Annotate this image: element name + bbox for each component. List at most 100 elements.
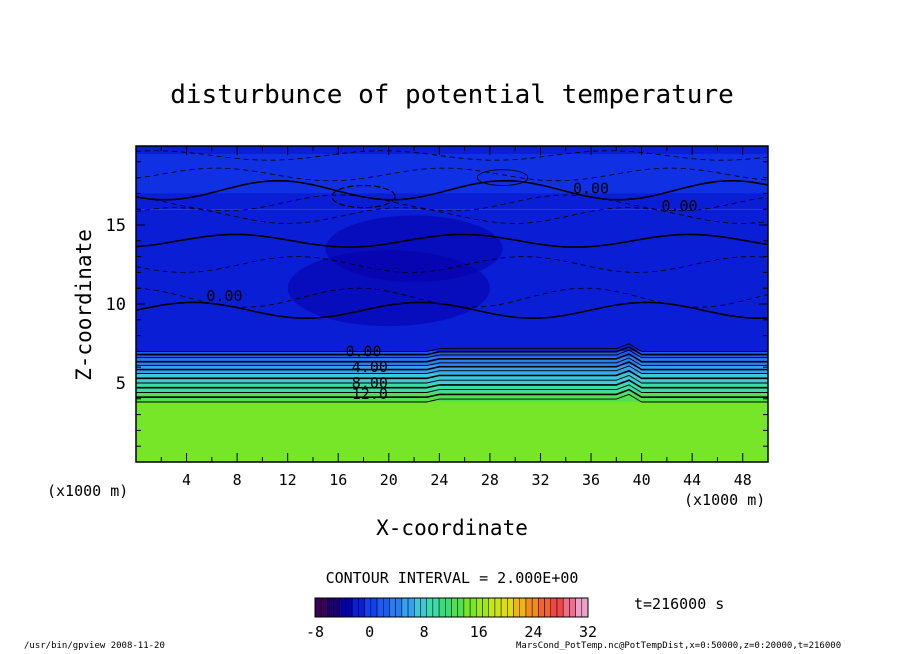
heatmap-layer — [136, 401, 768, 462]
contour-line — [136, 256, 768, 273]
chart-title: disturbunce of potential temperature — [170, 80, 734, 110]
colorbar-cell — [383, 597, 390, 618]
heatmap-region — [136, 153, 768, 194]
colorbar-cell — [581, 597, 589, 618]
colorbar-cell — [457, 597, 465, 618]
y-tick-label: 15 — [106, 216, 126, 236]
contour-line — [136, 207, 768, 224]
colorbar-cell — [519, 597, 527, 618]
colorbar-cell — [320, 597, 328, 618]
colorbar-cell — [569, 597, 576, 618]
contour-line — [136, 379, 768, 389]
colorbar-tick-label: 32 — [579, 623, 597, 641]
contour-line — [476, 169, 529, 186]
y-tick-label: 10 — [106, 295, 126, 315]
contour-line — [136, 374, 768, 384]
heatmap-layer — [136, 357, 768, 366]
x-axis: 4 8 12 16 20 24 28 32 36 40 44 48 — [135, 146, 769, 489]
contour-line — [331, 184, 396, 209]
x-tick-label: 4 — [182, 471, 191, 489]
x-tick-label: 36 — [582, 471, 600, 489]
contour-interval-text: CONTOUR INTERVAL = 2.000E+00 — [326, 569, 579, 587]
contour-line — [136, 369, 768, 380]
contour-line — [136, 361, 768, 371]
colorbar-cell — [426, 597, 434, 618]
contour-line — [136, 365, 768, 374]
colorbar-cell — [451, 597, 458, 618]
x-axis-label: X-coordinate — [376, 516, 528, 540]
colorbar-cell — [538, 597, 545, 618]
plot-area — [136, 146, 768, 462]
contour-label: 0.00 — [206, 287, 242, 305]
contour-label: 0.00 — [661, 197, 697, 215]
heatmap-layer — [136, 392, 768, 402]
colorbar-frame — [314, 597, 589, 618]
colorbar-cell — [476, 597, 483, 618]
contour-line — [136, 301, 768, 320]
colorbar-tick-label: 24 — [524, 623, 542, 641]
contour-label: 4.00 — [352, 358, 388, 376]
footer-right: MarsCond_PotTemp.nc@PotTempDist,x=0:5000… — [516, 641, 842, 651]
contour-line — [136, 384, 768, 393]
contour-label: 0.00 — [345, 342, 381, 360]
colorbar-cell — [376, 597, 384, 618]
colorbar-cell — [531, 597, 539, 618]
x-unit-right: (x1000 m) — [684, 491, 765, 509]
colorbar-cell — [351, 597, 359, 618]
y-axis: 5 10 15 — [106, 161, 768, 447]
contour-line — [136, 194, 768, 212]
contour-line — [136, 393, 768, 403]
colorbar-cell — [544, 597, 552, 618]
x-tick-label: 48 — [734, 471, 752, 489]
colorbar-cell — [314, 597, 322, 618]
contour-line — [136, 346, 768, 356]
colorbar-cell — [500, 597, 508, 618]
colorbar-cell — [407, 597, 415, 618]
colorbar — [314, 597, 589, 618]
contour-line — [136, 343, 768, 352]
colorbar-cell — [556, 597, 564, 618]
colorbar-cell — [414, 597, 421, 618]
contour-label: 8.00 — [352, 374, 388, 392]
contour-label: 0.00 — [573, 180, 609, 198]
colorbar-cell — [525, 597, 533, 618]
contour-line — [136, 388, 768, 398]
x-tick-label: 24 — [430, 471, 448, 489]
contour-line — [136, 353, 768, 363]
colorbar-cell — [420, 597, 427, 618]
colorbar-cell — [494, 597, 502, 618]
colorbar-cell — [562, 597, 570, 618]
contour-label: 12.0 — [352, 385, 388, 403]
colorbar-cell — [395, 597, 403, 618]
colorbar-tick-labels: -8 0 8 16 24 32 — [306, 623, 597, 641]
heatmap-layer — [136, 365, 768, 374]
x-tick-label: 8 — [233, 471, 242, 489]
colorbar-tick-label: 0 — [365, 623, 374, 641]
colorbar-cell — [389, 597, 396, 618]
heatmap-layer — [136, 373, 768, 383]
colorbar-tick-label: 8 — [420, 623, 429, 641]
colorbar-cell — [370, 597, 378, 618]
x-tick-label: 12 — [279, 471, 297, 489]
colorbar-cell — [513, 597, 521, 618]
colorbar-cell — [575, 597, 583, 618]
colorbar-cell — [333, 597, 341, 618]
colorbar-cell — [327, 597, 334, 618]
colorbar-tick-label: -8 — [306, 623, 324, 641]
x-tick-label: 32 — [531, 471, 549, 489]
x-tick-label: 44 — [683, 471, 701, 489]
footer-left: /usr/bin/gpview 2008-11-20 — [24, 641, 165, 651]
colorbar-cell — [364, 597, 372, 618]
x-tick-label: 20 — [380, 471, 398, 489]
contour-line — [136, 357, 768, 367]
colorbar-cell — [401, 597, 409, 618]
colorbar-cell — [438, 597, 446, 618]
x-unit-left: (x1000 m) — [47, 482, 128, 500]
contour-line — [136, 349, 768, 359]
colorbar-cell — [507, 597, 514, 618]
contour-line — [136, 180, 768, 201]
colorbar-cell — [550, 597, 558, 618]
colorbar-cell — [469, 597, 477, 618]
